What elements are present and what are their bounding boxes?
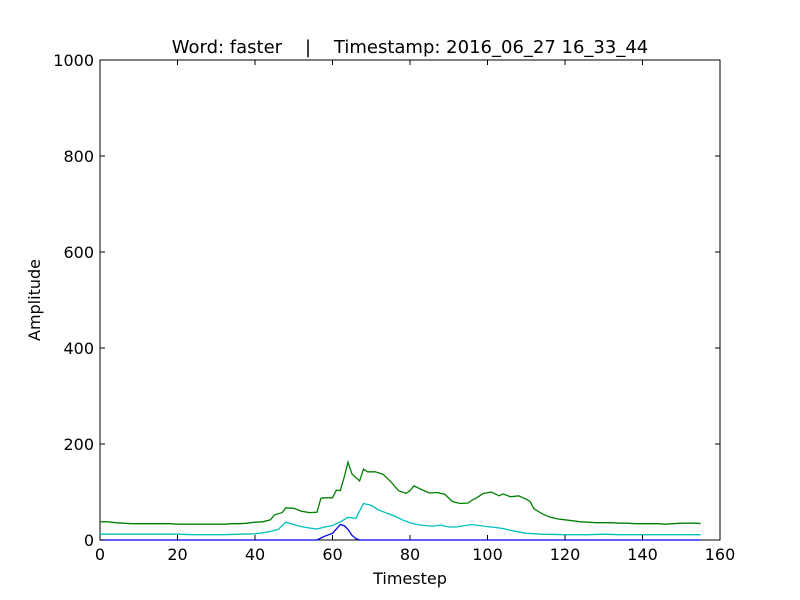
y-tick-label: 0 [84, 531, 94, 550]
series-line-1 [100, 459, 701, 525]
x-tick-label: 100 [472, 545, 503, 564]
plot-frame [99, 59, 721, 541]
x-tick-label: 80 [400, 545, 420, 564]
series-line-2 [100, 502, 701, 536]
series-line-3 [100, 523, 701, 541]
x-tick-label: 40 [245, 545, 265, 564]
x-tick-label: 20 [167, 545, 187, 564]
x-tick-label: 160 [705, 545, 736, 564]
chart-title: Word: faster | Timestamp: 2016_06_27 16_… [172, 37, 648, 58]
y-axis-label: Amplitude [25, 259, 44, 341]
x-tick-label: 120 [550, 545, 581, 564]
y-tick-label: 200 [63, 435, 94, 454]
x-tick-label: 140 [627, 545, 658, 564]
x-axis-label: Timestep [372, 569, 447, 588]
y-tick-label: 600 [63, 243, 94, 262]
y-tick-label: 800 [63, 147, 94, 166]
y-tick-label: 1000 [53, 51, 94, 70]
tick-layer: 0 20 40 60 80 100 120 140 160 0 200 400 600 800 1000 [53, 51, 735, 564]
y-tick-label: 400 [63, 339, 94, 358]
x-tick-label: 60 [322, 545, 342, 564]
series-layer [100, 459, 701, 541]
x-tick-label: 0 [95, 545, 105, 564]
